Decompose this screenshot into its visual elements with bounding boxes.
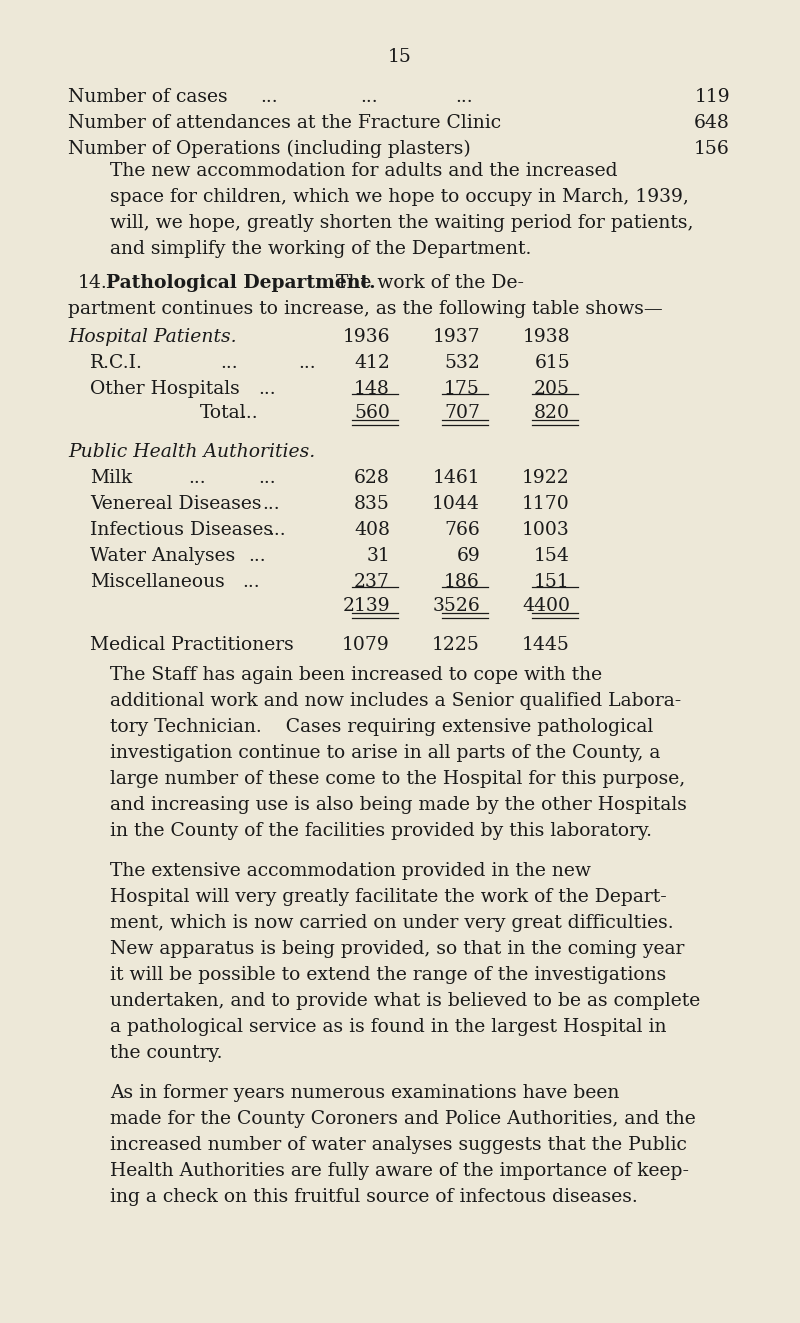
Text: Milk: Milk <box>90 468 132 487</box>
Text: ...: ... <box>262 495 280 513</box>
Text: tory Technician.    Cases requiring extensive pathological: tory Technician. Cases requiring extensi… <box>110 718 654 736</box>
Text: 1225: 1225 <box>432 636 480 654</box>
Text: ...: ... <box>188 468 206 487</box>
Text: 237: 237 <box>354 573 390 591</box>
Text: ...: ... <box>248 546 266 565</box>
Text: Public Health Authorities.: Public Health Authorities. <box>68 443 315 460</box>
Text: 14.: 14. <box>78 274 108 292</box>
Text: 408: 408 <box>354 521 390 538</box>
Text: 1003: 1003 <box>522 521 570 538</box>
Text: Number of cases: Number of cases <box>68 89 228 106</box>
Text: will, we hope, greatly shorten the waiting period for patients,: will, we hope, greatly shorten the waiti… <box>110 214 694 232</box>
Text: Number of Operations (including plasters): Number of Operations (including plasters… <box>68 140 470 159</box>
Text: 2139: 2139 <box>342 597 390 615</box>
Text: 3526: 3526 <box>432 597 480 615</box>
Text: 119: 119 <box>694 89 730 106</box>
Text: Total: Total <box>200 404 246 422</box>
Text: 154: 154 <box>534 546 570 565</box>
Text: ...: ... <box>242 573 260 591</box>
Text: As in former years numerous examinations have been: As in former years numerous examinations… <box>110 1084 619 1102</box>
Text: and increasing use is also being made by the other Hospitals: and increasing use is also being made by… <box>110 796 687 814</box>
Text: R.C.I.: R.C.I. <box>90 355 143 372</box>
Text: 4400: 4400 <box>522 597 570 615</box>
Text: ...: ... <box>260 89 278 106</box>
Text: partment continues to increase, as the following table shows—: partment continues to increase, as the f… <box>68 300 662 318</box>
Text: ...: ... <box>240 404 258 422</box>
Text: ment, which is now carried on under very great difficulties.: ment, which is now carried on under very… <box>110 914 674 931</box>
Text: Hospital Patients.: Hospital Patients. <box>68 328 237 347</box>
Text: ...: ... <box>258 468 276 487</box>
Text: 69: 69 <box>456 546 480 565</box>
Text: Pathological Department.: Pathological Department. <box>106 274 376 292</box>
Text: and simplify the working of the Department.: and simplify the working of the Departme… <box>110 239 531 258</box>
Text: the country.: the country. <box>110 1044 222 1062</box>
Text: Number of attendances at the Fracture Clinic: Number of attendances at the Fracture Cl… <box>68 114 501 132</box>
Text: 648: 648 <box>694 114 730 132</box>
Text: Health Authorities are fully aware of the importance of keep-: Health Authorities are fully aware of th… <box>110 1162 689 1180</box>
Text: Venereal Diseases: Venereal Diseases <box>90 495 262 513</box>
Text: Hospital will very greatly facilitate the work of the Depart-: Hospital will very greatly facilitate th… <box>110 888 666 906</box>
Text: 1170: 1170 <box>522 495 570 513</box>
Text: 186: 186 <box>444 573 480 591</box>
Text: New apparatus is being provided, so that in the coming year: New apparatus is being provided, so that… <box>110 941 684 958</box>
Text: 175: 175 <box>444 380 480 398</box>
Text: investigation continue to arise in all parts of the County, a: investigation continue to arise in all p… <box>110 744 660 762</box>
Text: Infectious Diseases: Infectious Diseases <box>90 521 273 538</box>
Text: 15: 15 <box>388 48 412 66</box>
Text: 205: 205 <box>534 380 570 398</box>
Text: 1937: 1937 <box>432 328 480 347</box>
Text: made for the County Coroners and Police Authorities, and the: made for the County Coroners and Police … <box>110 1110 696 1129</box>
Text: 1079: 1079 <box>342 636 390 654</box>
Text: a pathological service as is found in the largest Hospital in: a pathological service as is found in th… <box>110 1017 666 1036</box>
Text: ...: ... <box>220 355 238 372</box>
Text: in the County of the facilities provided by this laboratory.: in the County of the facilities provided… <box>110 822 652 840</box>
Text: 1461: 1461 <box>432 468 480 487</box>
Text: Water Analyses: Water Analyses <box>90 546 235 565</box>
Text: ...: ... <box>455 89 473 106</box>
Text: ing a check on this fruitful source of infectous diseases.: ing a check on this fruitful source of i… <box>110 1188 638 1207</box>
Text: The new accommodation for adults and the increased: The new accommodation for adults and the… <box>110 161 618 180</box>
Text: 766: 766 <box>444 521 480 538</box>
Text: Miscellaneous: Miscellaneous <box>90 573 225 591</box>
Text: it will be possible to extend the range of the investigations: it will be possible to extend the range … <box>110 966 666 984</box>
Text: undertaken, and to provide what is believed to be as complete: undertaken, and to provide what is belie… <box>110 992 700 1009</box>
Text: 1938: 1938 <box>522 328 570 347</box>
Text: increased number of water analyses suggests that the Public: increased number of water analyses sugge… <box>110 1136 687 1154</box>
Text: space for children, which we hope to occupy in March, 1939,: space for children, which we hope to occ… <box>110 188 689 206</box>
Text: additional work and now includes a Senior qualified Labora-: additional work and now includes a Senio… <box>110 692 682 710</box>
Text: 1445: 1445 <box>522 636 570 654</box>
Text: 820: 820 <box>534 404 570 422</box>
Text: The Staff has again been increased to cope with the: The Staff has again been increased to co… <box>110 665 602 684</box>
Text: 151: 151 <box>534 573 570 591</box>
Text: 628: 628 <box>354 468 390 487</box>
Text: 31: 31 <box>366 546 390 565</box>
Text: 1936: 1936 <box>342 328 390 347</box>
Text: The extensive accommodation provided in the new: The extensive accommodation provided in … <box>110 863 591 880</box>
Text: ...: ... <box>258 380 276 398</box>
Text: large number of these come to the Hospital for this purpose,: large number of these come to the Hospit… <box>110 770 686 789</box>
Text: 148: 148 <box>354 380 390 398</box>
Text: ...: ... <box>298 355 316 372</box>
Text: 532: 532 <box>444 355 480 372</box>
Text: ...: ... <box>360 89 378 106</box>
Text: ...: ... <box>268 521 286 538</box>
Text: 560: 560 <box>354 404 390 422</box>
Text: Other Hospitals: Other Hospitals <box>90 380 240 398</box>
Text: Medical Practitioners: Medical Practitioners <box>90 636 294 654</box>
Text: The work of the De-: The work of the De- <box>324 274 524 292</box>
Text: 1922: 1922 <box>522 468 570 487</box>
Text: 156: 156 <box>694 140 730 157</box>
Text: 615: 615 <box>534 355 570 372</box>
Text: 412: 412 <box>354 355 390 372</box>
Text: 1044: 1044 <box>432 495 480 513</box>
Text: 707: 707 <box>444 404 480 422</box>
Text: 835: 835 <box>354 495 390 513</box>
